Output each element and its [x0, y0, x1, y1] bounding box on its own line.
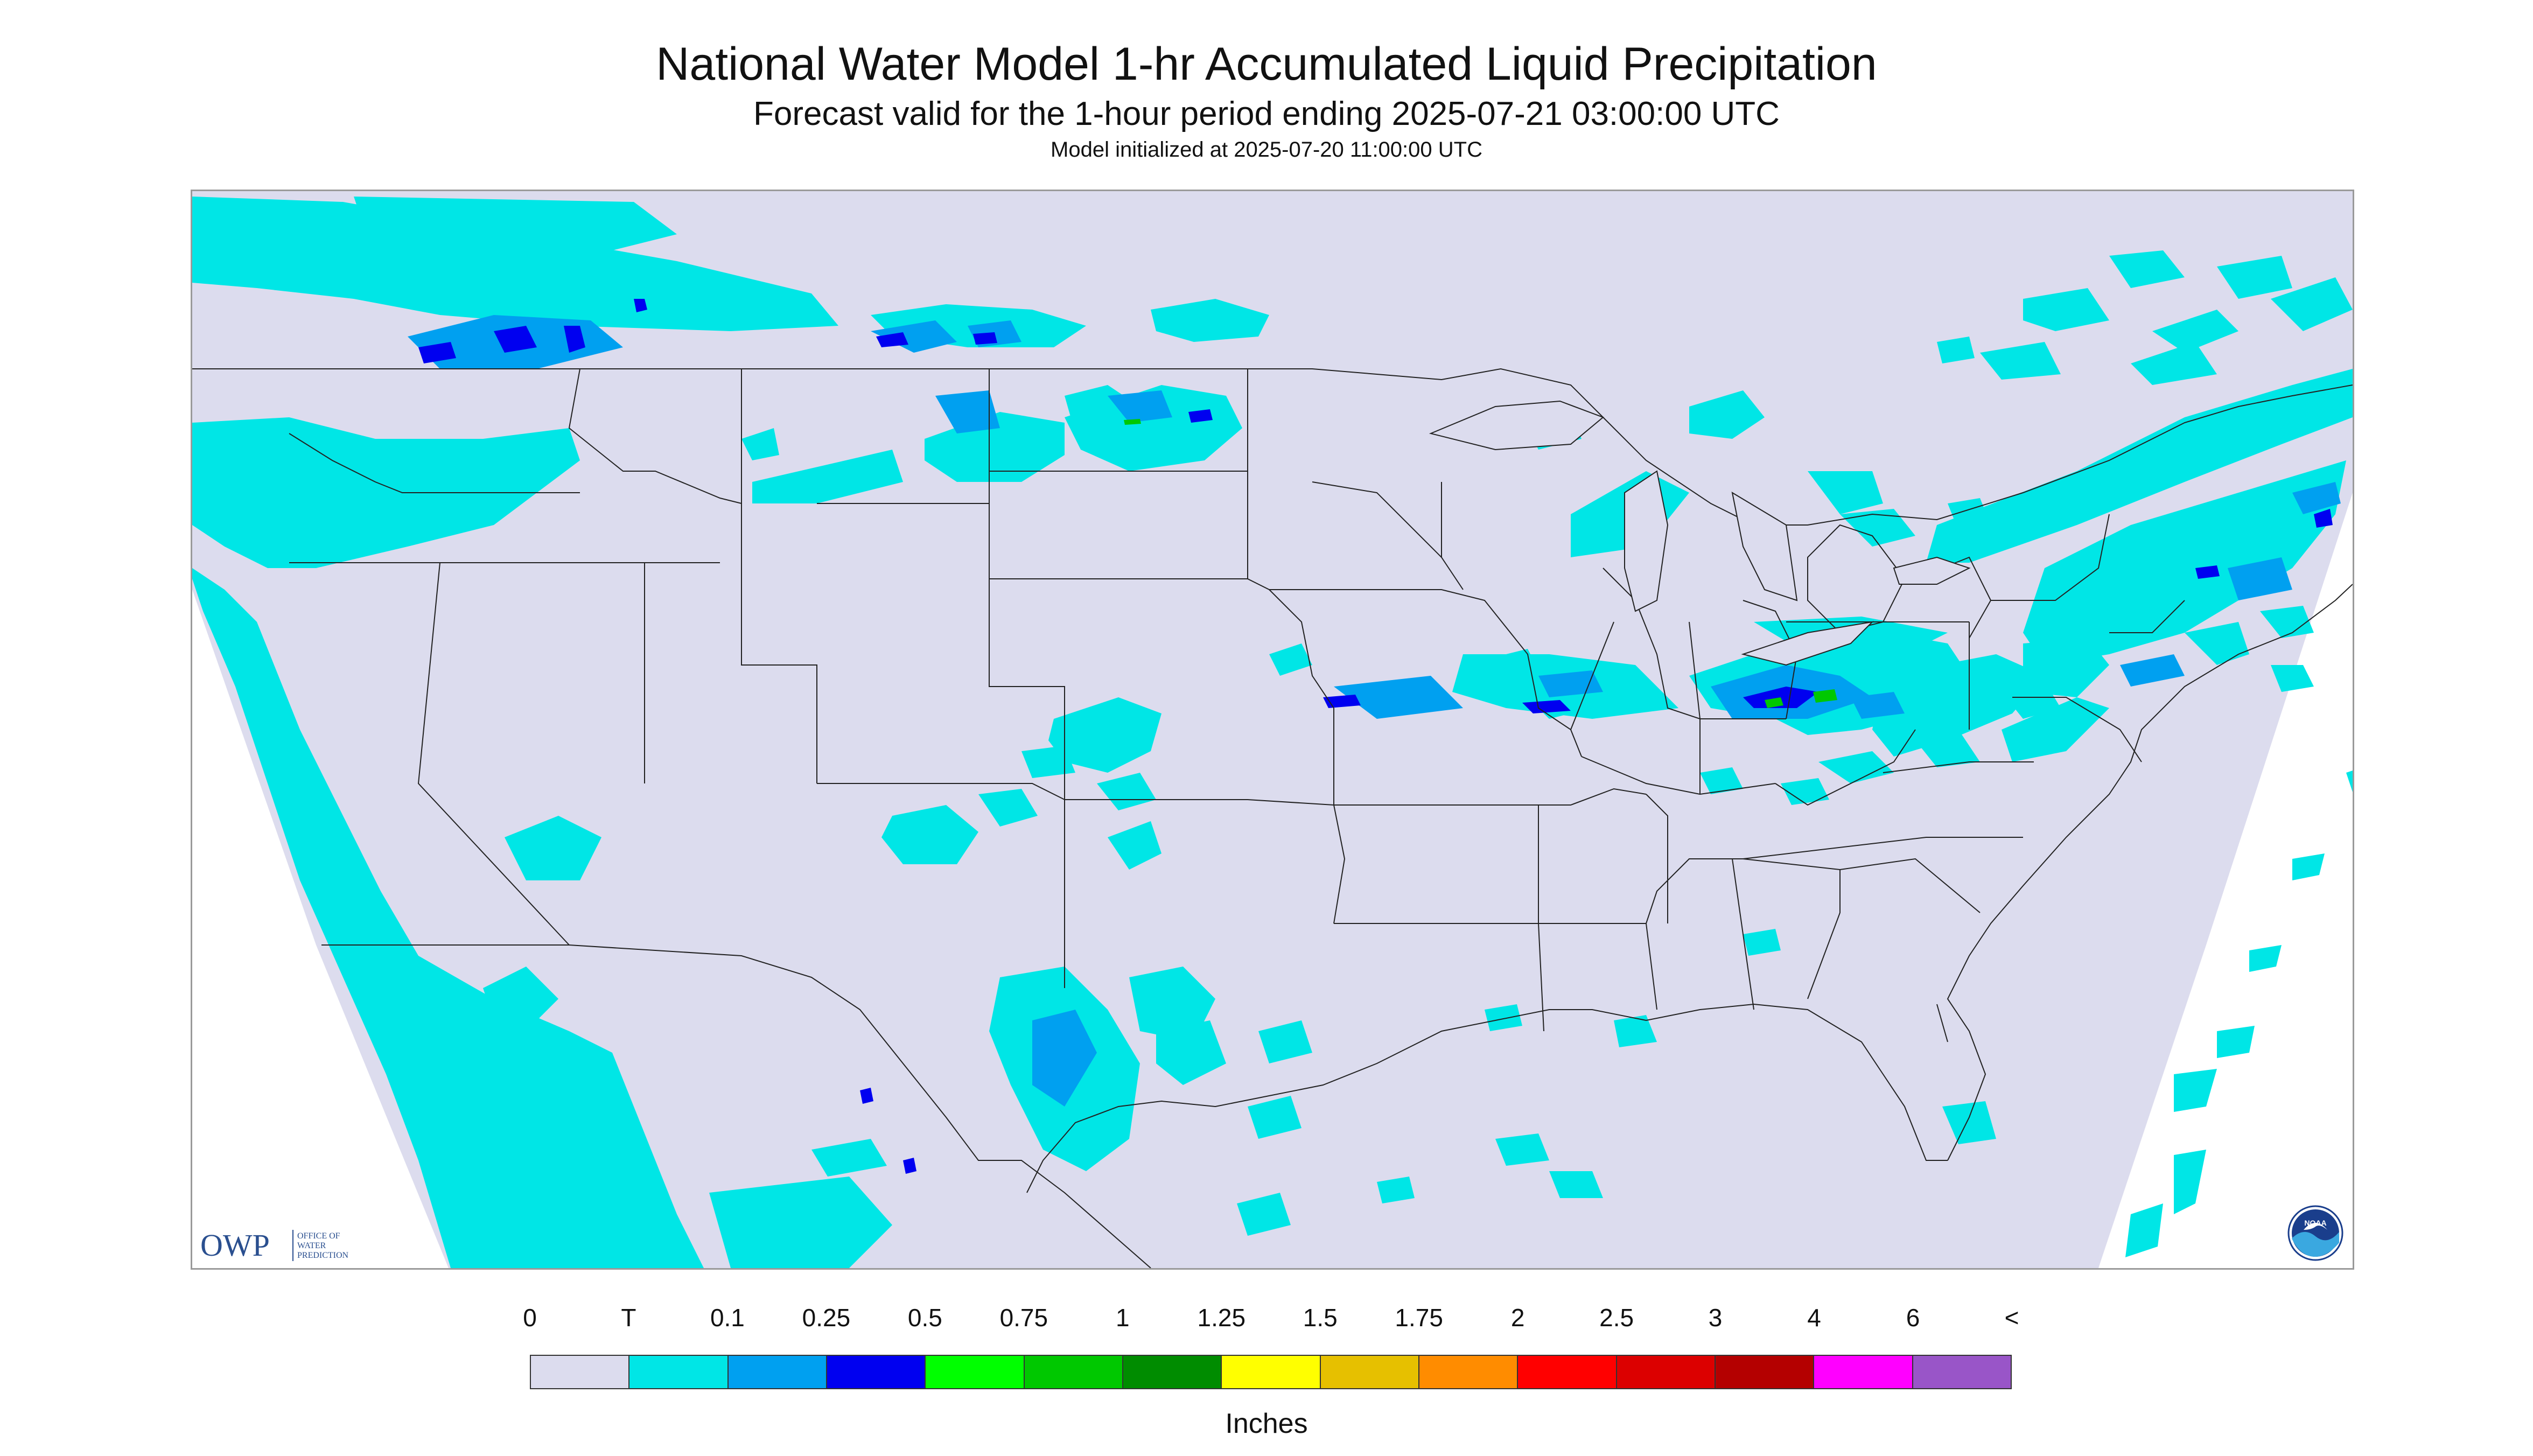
legend-tick-label: 0.5 [907, 1304, 942, 1332]
noaa-logo: NOAA [2287, 1205, 2343, 1261]
owp-logo-mark: OWP [200, 1228, 270, 1263]
legend-swatch [728, 1356, 827, 1388]
legend-tick-label: 6 [1906, 1304, 1920, 1332]
legend-swatch [531, 1356, 630, 1388]
legend-tick-label: < [2004, 1304, 2019, 1332]
legend-tick-label: 0.25 [802, 1304, 851, 1332]
legend-swatch [1222, 1356, 1321, 1388]
legend-swatch [926, 1356, 1025, 1388]
legend-swatch [1913, 1356, 2011, 1388]
legend-swatch [1419, 1356, 1519, 1388]
precipitation-map [191, 190, 2354, 1270]
model-init-text: Model initialized at 2025-07-20 11:00:00… [1051, 138, 1482, 162]
legend-tick-label: 2.5 [1599, 1304, 1634, 1332]
precip-heavy-areas [1124, 419, 1837, 708]
legend-units-label: Inches [1225, 1408, 1308, 1439]
legend-swatch [1123, 1356, 1222, 1388]
model-domain [192, 191, 2353, 1268]
noaa-logo-mark: NOAA [2304, 1219, 2326, 1227]
legend-tick-label: 1.25 [1197, 1304, 1246, 1332]
legend-tick-label: 1.75 [1395, 1304, 1443, 1332]
legend-tick-label: 4 [1807, 1304, 1821, 1332]
legend-swatch [1814, 1356, 1913, 1388]
precip-moderate-areas [418, 299, 2333, 1174]
legend-tick-label: 1.5 [1303, 1304, 1338, 1332]
map-title: National Water Model 1-hr Accumulated Li… [656, 38, 1877, 90]
legend-swatch [1518, 1356, 1617, 1388]
owp-logo-line1: OFFICE OF [297, 1231, 340, 1241]
legend-tick-label: 2 [1510, 1304, 1525, 1332]
forecast-valid-subtitle: Forecast valid for the 1-hour period end… [753, 95, 1780, 132]
precip-trace-areas [192, 197, 2353, 1268]
legend-tick-label: T [621, 1304, 636, 1332]
great-lakes [1429, 400, 1971, 666]
legend-swatch [1715, 1356, 1815, 1388]
legend-swatch [1320, 1356, 1419, 1388]
owp-logo-line2: WATER [297, 1241, 326, 1250]
owp-logo: OWP OFFICE OF WATER PREDICTION [198, 1222, 370, 1265]
legend-swatch [1024, 1356, 1123, 1388]
legend-tick-label: 0 [523, 1304, 537, 1332]
legend-tick-label: 3 [1708, 1304, 1723, 1332]
map-canvas [192, 191, 2353, 1268]
legend-swatch [629, 1356, 729, 1388]
legend-swatch [1617, 1356, 1716, 1388]
legend-tick-label: 0.1 [710, 1304, 745, 1332]
legend-tick-label: 0.75 [999, 1304, 1048, 1332]
legend-swatch [827, 1356, 926, 1388]
legend-labels: 0 T 0.1 0.25 0.5 0.75 1 1.25 1.5 1.75 2 2.5 3 4 6 < [0, 1303, 2533, 1341]
owp-logo-line3: PREDICTION [297, 1251, 349, 1260]
legend-colorbar [530, 1355, 2012, 1389]
legend-tick-label: 1 [1116, 1304, 1130, 1332]
